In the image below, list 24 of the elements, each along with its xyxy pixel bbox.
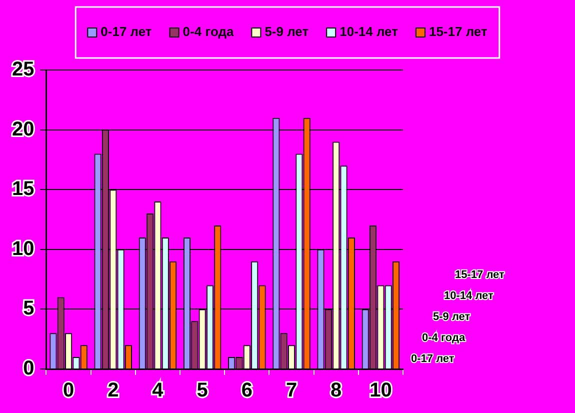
text: 5-9 лет [433,311,470,324]
y-tick-label: 25 [12,58,34,81]
legend-label: 15-17 лет [428,24,488,40]
x-tick-label: 7 [286,380,298,402]
y-tick-label: 20 [12,118,34,140]
legend-label: 0-17 лет [100,24,152,40]
x-tick-label: 5 [196,380,208,402]
legend-label: 10-14 лет [340,24,398,40]
y-tick-label: 10 [12,238,34,260]
text: 10-14 лет [444,290,494,302]
legend-label: 0-4 года [182,24,234,40]
y-tick-label: 15 [12,178,34,200]
y-tick-label: 5 [23,298,34,320]
x-tick-label: 10 [370,380,392,402]
text: 0-4 года [422,332,466,344]
x-tick-label: 0 [62,380,74,402]
x-tick-label: 8 [330,380,342,402]
text: 15-17 лет [455,269,504,282]
x-tick-label: 4 [152,380,164,402]
x-tick-label: 2 [108,380,119,402]
y-tick-label: 0 [23,358,34,380]
legend-label: 5-9 лет [264,24,309,40]
text: 0-17 лет [411,353,454,366]
x-tick-label: 6 [241,380,252,402]
